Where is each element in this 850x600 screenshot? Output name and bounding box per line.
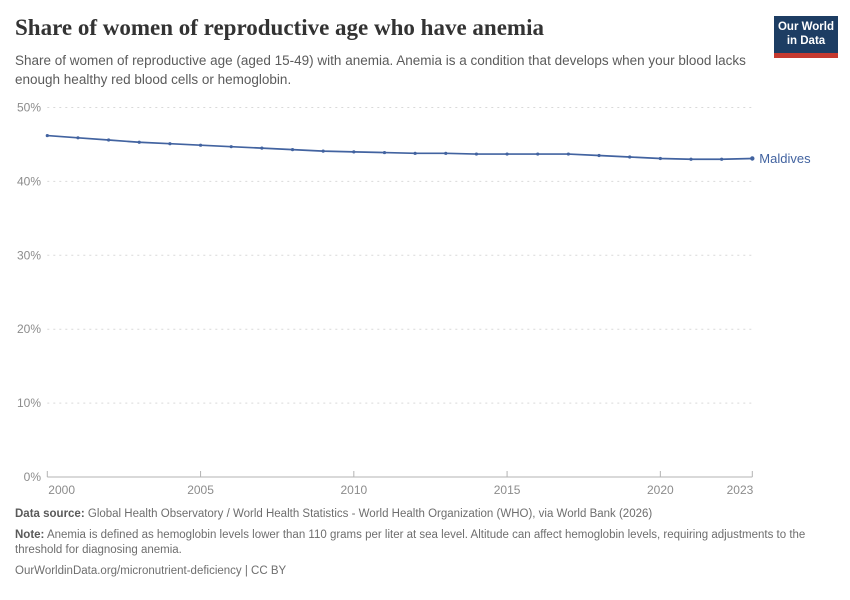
owid-logo-box: Our World in Data xyxy=(774,16,838,53)
data-point-2023[interactable] xyxy=(750,156,755,161)
data-series-line[interactable] xyxy=(46,134,754,161)
footer-url[interactable]: OurWorldinData.org/micronutrient-deficie… xyxy=(15,564,287,577)
data-point-2003[interactable] xyxy=(137,140,141,144)
data-point-2000[interactable] xyxy=(45,133,49,138)
page-title: Share of women of reproductive age who h… xyxy=(15,15,544,40)
data-point-2007[interactable] xyxy=(260,146,264,150)
data-point-2020[interactable] xyxy=(658,156,662,161)
data-point-2010[interactable] xyxy=(352,150,356,154)
data-point-2015[interactable] xyxy=(505,152,509,156)
chart-footer: Data source: Global Health Observatory /… xyxy=(15,507,807,585)
data-point-2014[interactable] xyxy=(474,152,479,156)
data-point-2022[interactable] xyxy=(720,157,724,161)
note-text: Anemia is defined as hemoglobin levels l… xyxy=(15,528,806,556)
data-point-2005[interactable] xyxy=(198,143,203,147)
x-axis-label-2023: 2023 xyxy=(727,483,754,497)
data-source-line: Data source: Global Health Observatory /… xyxy=(15,507,807,522)
data-point-2017[interactable] xyxy=(566,152,570,156)
series-label-maldives[interactable]: Maldives xyxy=(759,151,811,166)
y-axis-label-10: 10% xyxy=(17,396,41,410)
x-axis-label-2000: 2000 xyxy=(48,483,75,497)
data-point-2004[interactable] xyxy=(168,142,172,146)
data-point-2019[interactable] xyxy=(628,155,632,159)
data-point-2013[interactable] xyxy=(444,151,448,155)
y-axis-label-20: 20% xyxy=(17,322,41,336)
y-axis-label-0: 0% xyxy=(24,470,42,484)
x-axis-label-2010: 2010 xyxy=(340,483,367,497)
logo-line1: Our World xyxy=(777,21,834,33)
data-point-2006[interactable] xyxy=(229,145,233,149)
data-point-2012[interactable] xyxy=(413,151,417,155)
data-point-2002[interactable] xyxy=(107,138,111,142)
data-source-label: Data source: xyxy=(15,508,85,520)
data-point-2001[interactable] xyxy=(76,136,80,140)
logo-red-stripe xyxy=(774,52,838,58)
data-point-2016[interactable] xyxy=(536,152,540,156)
y-axis-label-50: 50% xyxy=(17,101,41,115)
x-axis-label-2005: 2005 xyxy=(187,483,214,497)
data-point-2021[interactable] xyxy=(689,157,693,161)
data-point-2009[interactable] xyxy=(321,149,325,153)
owid-logo[interactable]: Our World in Data xyxy=(774,16,838,58)
chart-header: Share of women of reproductive age who h… xyxy=(15,14,838,89)
data-point-2018[interactable] xyxy=(597,153,601,158)
data-point-2008[interactable] xyxy=(290,148,295,152)
x-axis-label-2015: 2015 xyxy=(494,483,521,497)
line-chart[interactable]: 0% 10% 20% 30% 40% 50% 2000 2005 2010 2015 2020 202… xyxy=(0,0,850,502)
y-axis-label-30: 30% xyxy=(17,248,41,262)
note-label: Note: xyxy=(15,528,45,541)
data-point-2011[interactable] xyxy=(382,150,387,155)
note-line: Note: Anemia is defined as hemoglobin le… xyxy=(15,528,807,558)
x-axis-label-2020: 2020 xyxy=(647,483,674,497)
chart-subtitle: Share of women of reproductive age (aged… xyxy=(15,52,746,87)
y-axis-label-40: 40% xyxy=(17,174,41,188)
data-source-text: Global Health Observatory / World Health… xyxy=(87,508,653,520)
logo-line2: in Data xyxy=(786,34,826,47)
